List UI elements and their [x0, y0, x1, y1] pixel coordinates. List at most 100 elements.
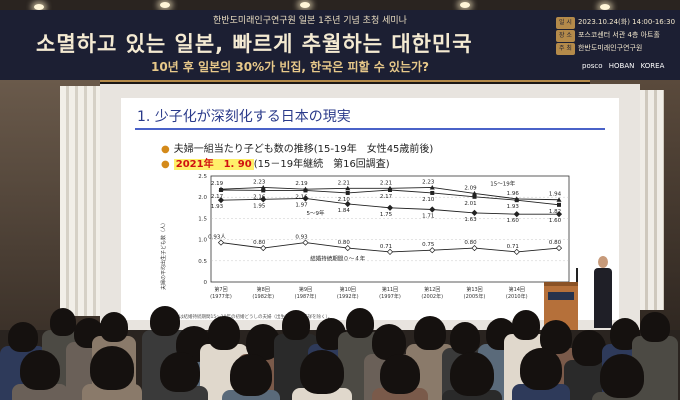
data-point	[217, 239, 225, 246]
slide-bullet: ● 2021年 1. 90 (15－19年継続 第16回調査)	[161, 159, 390, 170]
audience-body	[82, 384, 142, 400]
hoban-logo: HOBAN	[608, 62, 635, 70]
audience-head	[512, 310, 540, 340]
data-point	[472, 190, 477, 196]
data-label: 0.93人	[208, 234, 226, 241]
audience-head	[100, 312, 128, 342]
y-tick-label: 0.5	[198, 259, 207, 265]
x-tick-label: (2002年)	[421, 293, 443, 300]
data-point	[472, 194, 477, 199]
ceiling-light	[600, 4, 610, 10]
y-tick-label: 2.0	[198, 195, 207, 201]
audience-head	[414, 316, 446, 350]
data-label: 2.16	[295, 194, 308, 200]
data-label: 1.97	[295, 202, 308, 208]
data-label: 2.01	[464, 201, 476, 207]
data-point	[513, 248, 520, 255]
korea-logo: KOREA	[640, 62, 665, 70]
ceiling-light	[460, 2, 470, 8]
sponsor-logos: posco HOBAN KOREA	[582, 62, 678, 70]
data-label: 2.10	[338, 197, 351, 203]
y-tick-label: 2.5	[198, 174, 207, 180]
audience-body	[152, 386, 208, 400]
ceiling-light	[160, 2, 170, 8]
data-label: 2.19	[295, 181, 308, 187]
data-label: 1.94	[549, 192, 562, 198]
x-tick-label: 第7回	[214, 286, 227, 293]
left-curtain	[60, 86, 104, 316]
x-tick-label: (2005年)	[464, 293, 486, 300]
x-tick-label: 第10回	[340, 286, 356, 293]
audience-head	[640, 312, 670, 342]
x-tick-label: 第14回	[509, 286, 525, 293]
audience-head	[50, 308, 76, 336]
x-tick-label: 第11回	[382, 286, 398, 293]
x-tick-label: 第13回	[466, 286, 482, 293]
seminar-banner: 한반도미래인구연구원 일본 1주년 기념 초청 세미나 소멸하고 있는 일본, …	[0, 10, 680, 82]
ceiling-light	[300, 2, 310, 8]
banner-subtitle: 10년 후 일본의 30%가 빈집, 한국은 피할 수 있는가?	[150, 60, 430, 74]
data-point	[344, 244, 351, 252]
data-point	[514, 198, 519, 203]
banner-info-row: 주 최 한반도미래인구연구원	[556, 42, 676, 55]
data-label: 2.09	[464, 185, 477, 191]
data-point	[345, 185, 351, 191]
data-label: 0.80	[253, 240, 266, 246]
data-point	[429, 247, 436, 254]
audience-head	[282, 310, 310, 340]
x-tick-label: 第12回	[424, 286, 440, 293]
data-point	[260, 196, 267, 203]
data-label: 1.60	[507, 218, 520, 224]
births-line-chart: 夫婦の平均出生子ども数（人） 注：対象は結婚持続期間15～19年の初婚どうしの夫…	[160, 174, 570, 320]
data-point	[513, 211, 520, 218]
series-name-label: 結婚持続期間０～４年	[310, 255, 366, 263]
podium-plate	[548, 292, 574, 300]
series-name-label: 15～19年	[490, 179, 515, 187]
audience-head	[150, 306, 180, 336]
data-point	[345, 190, 350, 195]
slide-title-rule	[135, 128, 605, 130]
data-label: 0.71	[380, 244, 392, 250]
audience-head	[90, 346, 134, 390]
audience-head	[208, 316, 240, 350]
data-point	[344, 200, 351, 208]
y-axis-label: 夫婦の平均出生子ども数（人）	[160, 220, 167, 290]
data-point	[429, 184, 435, 190]
microphone	[576, 268, 590, 288]
data-point	[302, 195, 309, 202]
x-tick-label: (1997年)	[379, 293, 401, 300]
data-point	[386, 204, 394, 211]
audience-head	[520, 348, 562, 390]
data-point	[219, 187, 223, 192]
banner-info-row: 일 시 2023.10.24(화) 14:00-16:30	[556, 16, 676, 29]
data-label: 2.17	[211, 194, 224, 200]
banner-info-row: 장 소 포스코센터 서관 4층 아트홀	[556, 29, 676, 42]
data-point	[386, 248, 394, 255]
data-label: 0.75	[422, 242, 435, 248]
data-label: 2.23	[253, 179, 266, 185]
audience-head	[300, 350, 344, 394]
data-label: 1.95	[253, 203, 266, 209]
audience-head	[380, 354, 420, 394]
data-point	[430, 190, 435, 195]
audience-head	[20, 350, 60, 390]
data-label: 1.93	[211, 204, 224, 210]
audience-head	[346, 308, 374, 338]
audience-body	[512, 384, 570, 400]
data-point	[217, 197, 225, 204]
x-tick-label: 第8回	[257, 286, 270, 293]
data-point	[471, 209, 478, 216]
x-tick-label: (1982年)	[252, 293, 274, 300]
data-label: 1.96	[507, 191, 520, 197]
data-label: 0.80	[338, 240, 351, 246]
slide-bullet: ● 夫婦一組当たり子ども数の推移(15-19年 女性45歳前後)	[161, 144, 434, 155]
data-label: 2.21	[380, 180, 392, 186]
slide-title: 1. 少子化が深刻化する日本の現実	[137, 109, 351, 125]
data-point	[471, 244, 478, 252]
presentation-slide: 1. 少子化が深刻化する日本の現実 ● 夫婦一組当たり子ども数の推移(15-19年…	[121, 98, 619, 320]
audience-head	[450, 352, 494, 396]
x-tick-label: (2010年)	[506, 293, 528, 300]
x-tick-label: 第9回	[299, 286, 312, 293]
data-point	[260, 184, 266, 190]
data-label: 1.84	[338, 208, 351, 214]
